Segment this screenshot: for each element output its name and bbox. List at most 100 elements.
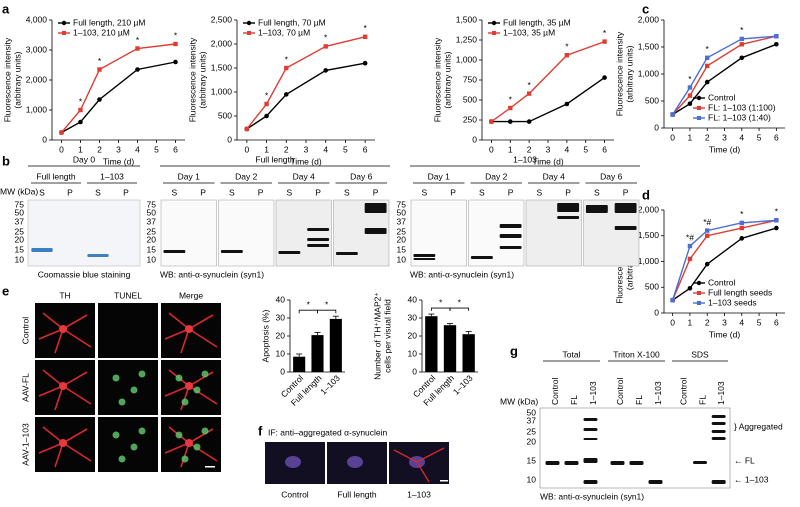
significance-bracket: [298, 309, 318, 314]
data-point: [705, 228, 710, 233]
group-title: Triton X-100: [613, 349, 660, 359]
legend-marker: [697, 106, 701, 110]
band: [711, 437, 726, 440]
mw-marker: 15: [147, 244, 157, 254]
band: [220, 250, 243, 253]
lane-label: FL: [634, 395, 644, 405]
band: [557, 203, 580, 212]
legend-marker: [697, 116, 701, 120]
tunel-nucleus: [201, 370, 209, 378]
band: [278, 251, 301, 254]
lane-label: FL: [697, 395, 707, 405]
x-tick-label: 1: [688, 132, 693, 142]
band: [614, 226, 637, 230]
lane-label: FL: [569, 395, 579, 405]
y-tick-label: 1,000: [211, 86, 233, 96]
tunel-nucleus: [193, 386, 201, 394]
tunel-nucleus: [130, 443, 138, 451]
mw-marker: 10: [527, 474, 537, 484]
band: [583, 480, 598, 484]
legend-label: Control: [708, 277, 736, 287]
data-point: [135, 67, 140, 72]
fraction-label: S: [39, 187, 45, 197]
y-tick-label: 0: [227, 134, 232, 144]
data-point: [739, 36, 744, 42]
significance-marker: *: [509, 94, 513, 104]
band: [557, 216, 580, 219]
x-tick-label: 4: [135, 144, 140, 154]
tunel-nucleus: [138, 370, 146, 378]
y-tick-label: 10: [408, 348, 418, 358]
data-point: [739, 55, 745, 61]
band: [583, 458, 598, 463]
mw-marker: 15: [397, 244, 407, 254]
mw-marker: 37: [147, 216, 157, 226]
tunel-nucleus: [138, 427, 146, 435]
x-tick-label: 0: [489, 144, 494, 154]
data-point: [774, 42, 779, 47]
panel-label: g: [510, 343, 518, 358]
band: [583, 418, 598, 421]
fraction-label: P: [450, 187, 456, 197]
band: [693, 461, 707, 464]
x-tick-label: 0: [670, 317, 675, 327]
x-tick-label: 5: [757, 132, 762, 142]
neuron: [393, 447, 445, 483]
bar: [311, 335, 324, 372]
lane-label: 1–103: [588, 381, 598, 405]
data-point: [264, 101, 269, 107]
gel: [218, 199, 275, 267]
legend-marker: [61, 20, 67, 26]
x-tick-label: 2: [705, 132, 710, 142]
image-caption: Control: [281, 489, 309, 499]
band: [545, 461, 560, 465]
x-tick-label: 6: [602, 144, 607, 154]
y-tick-label: 10: [276, 348, 286, 358]
mw-marker: 25: [397, 226, 407, 236]
fraction-label: S: [344, 187, 350, 197]
significance-marker: *: [527, 80, 531, 90]
significance-label: *: [307, 299, 311, 309]
band: [583, 428, 598, 431]
x-tick-label: 0: [59, 144, 64, 154]
neuron-soma: [59, 382, 67, 390]
legend-marker: [246, 20, 252, 26]
y-tick-label: 1,000: [456, 54, 478, 64]
mw-marker: 25: [147, 226, 157, 236]
significance-bracket: [430, 307, 451, 312]
x-tick-label: 6: [173, 144, 178, 154]
legend-label: Full length, 210 µM: [73, 17, 145, 27]
panel-title: IF: anti–aggregated α-synuclein: [268, 427, 388, 437]
data-point: [687, 243, 693, 249]
data-point: [264, 113, 269, 119]
blot-caption: WB: anti-α-synuclein (syn1): [410, 269, 514, 279]
lane-label: 1–103: [100, 171, 124, 181]
data-point: [687, 93, 693, 98]
band: [614, 203, 637, 213]
group-title: Total: [563, 349, 581, 359]
legend-label: FL: 1–103 (1:100): [708, 102, 776, 112]
y-tick-label: 1,000: [26, 104, 48, 114]
neuron-soma: [185, 382, 193, 390]
band-annotation: } Aggregated: [734, 421, 783, 431]
mw-marker: 75: [15, 199, 25, 209]
panel-label: a: [2, 1, 10, 16]
tunel-nucleus: [118, 398, 126, 406]
x-tick-label: 1: [78, 144, 83, 154]
x-axis-label: Time (d): [709, 329, 740, 339]
legend-label: Full length seeds: [708, 287, 772, 297]
micrograph: [98, 360, 158, 415]
neuron-soma: [59, 439, 67, 447]
mw-marker: 25: [527, 426, 537, 436]
band: [583, 438, 598, 440]
band: [610, 461, 625, 465]
fraction-label: P: [258, 187, 264, 197]
x-tick-label: 6: [363, 144, 368, 154]
lane-label: Control: [550, 377, 560, 405]
band: [307, 244, 330, 247]
y-tick-label: 1,500: [456, 14, 478, 24]
x-tick-label: 4: [739, 317, 744, 327]
y-tick-label: 0: [412, 366, 417, 376]
data-point: [526, 119, 532, 124]
legend-label: 1–103, 70 µM: [258, 27, 310, 37]
